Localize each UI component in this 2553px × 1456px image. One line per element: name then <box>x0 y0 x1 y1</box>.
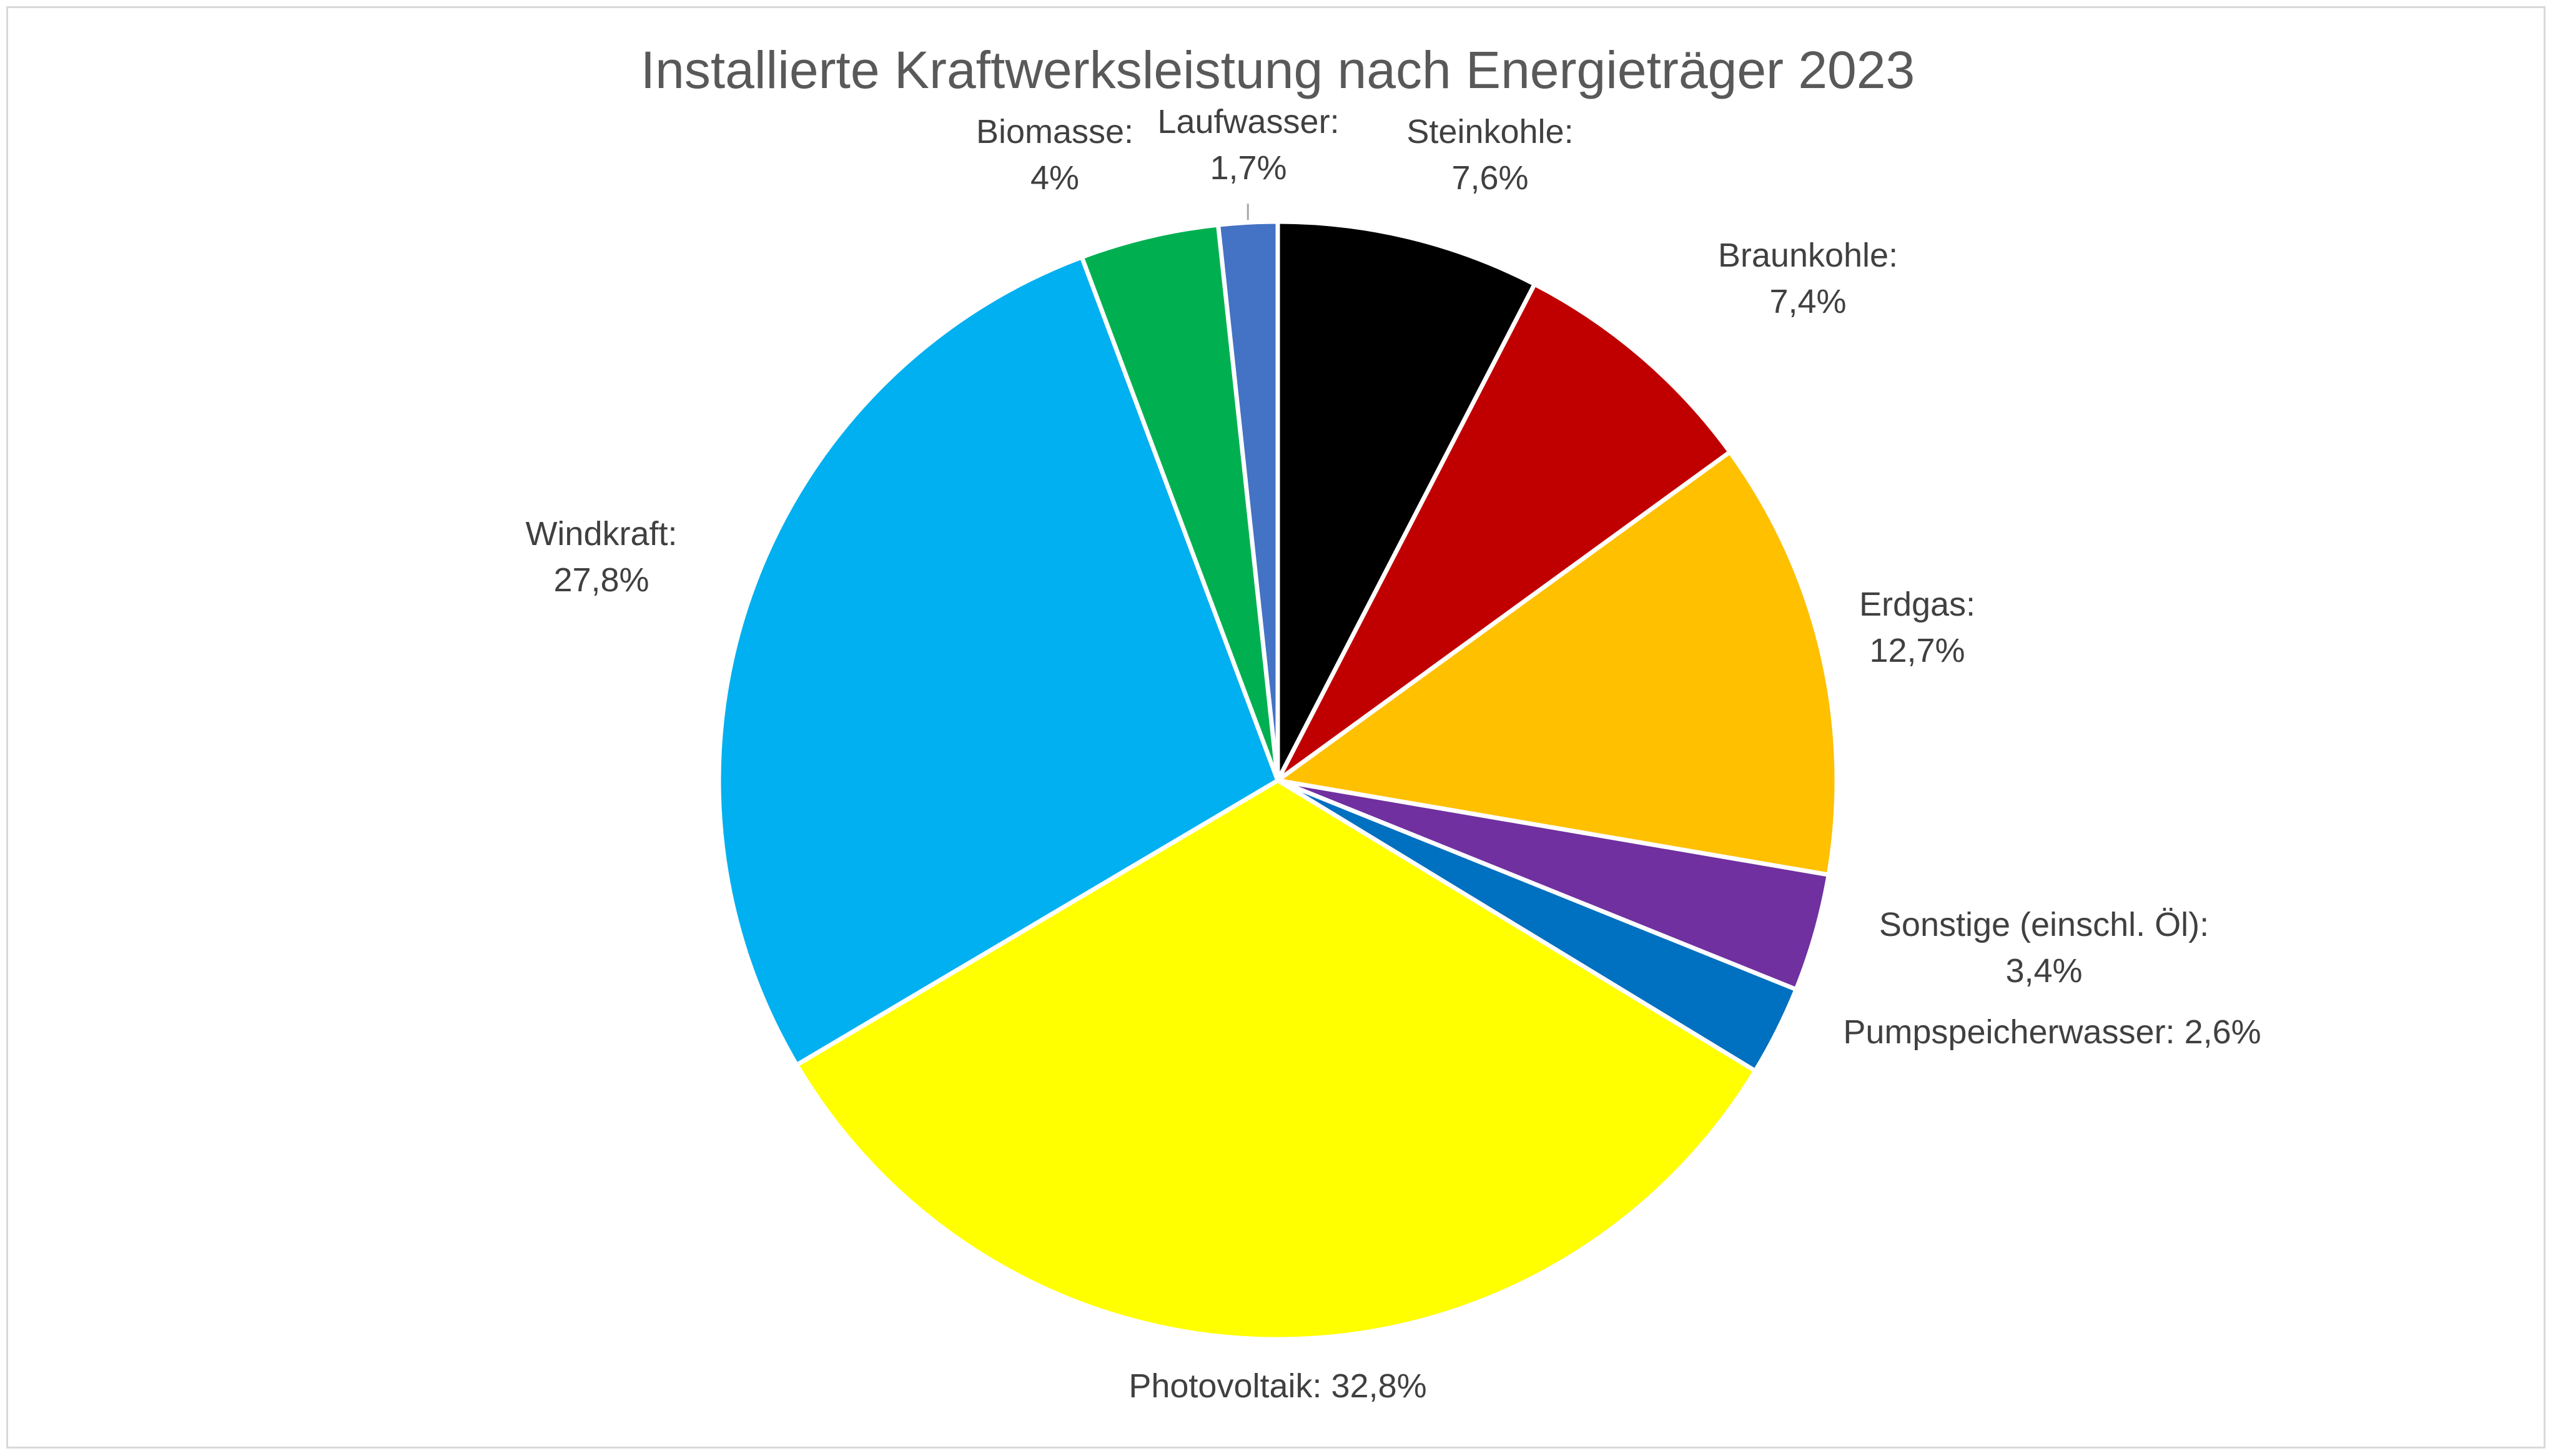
data-label-pumpspeicherwasser: Pumpspeicherwasser: 2,6% <box>1843 1013 2261 1051</box>
data-label-value: 12,7% <box>1869 632 1965 669</box>
pie-slice-laufwasser <box>1216 219 1280 783</box>
data-label-laufwasser: Laufwasser: 1,7% <box>1157 103 1339 187</box>
data-label-name: Pumpspeicherwasser: 2,6% <box>1843 1013 2261 1051</box>
data-label-sonstige-einschl-öl: Sonstige (einschl. Öl): 3,4% <box>1879 906 2209 990</box>
data-label-name: Steinkohle: <box>1406 113 1573 150</box>
data-label-name: Erdgas: <box>1859 586 1975 623</box>
data-label-name: Windkraft: <box>525 515 677 553</box>
pie-slice-windkraft <box>716 255 1280 1068</box>
data-label-biomasse: Biomasse: 4% <box>976 113 1133 197</box>
data-label-value: 7,4% <box>1769 283 1846 320</box>
pie-slice-steinkohle <box>1275 219 1537 783</box>
pie-slices <box>716 219 1839 1342</box>
chart-title: Installierte Kraftwerksleistung nach Ene… <box>641 41 1915 99</box>
data-label-value: 4% <box>1030 159 1079 197</box>
data-label-value: 27,8% <box>553 561 649 599</box>
pie-slice-biomasse <box>1079 222 1280 783</box>
data-label-windkraft: Windkraft: 27,8% <box>525 515 677 599</box>
chart-area: Installierte Kraftwerksleistung nach Ene… <box>6 6 2546 1449</box>
data-label-name: Laufwasser: <box>1157 103 1339 140</box>
data-label-erdgas: Erdgas: 12,7% <box>1859 586 1975 669</box>
data-label-name: Braunkohle: <box>1718 237 1898 274</box>
data-label-value: 3,4% <box>2005 952 2082 990</box>
data-label-value: 1,7% <box>1210 149 1286 187</box>
pie-slice-photovoltaik <box>794 778 1758 1342</box>
pie-slice-braunkohle <box>1275 282 1732 783</box>
pie-slice-erdgas <box>1275 450 1839 877</box>
data-labels: Steinkohle: 7,6% Braunkohle: 7,4% Erdgas: 12,… <box>525 103 2261 1405</box>
data-label-value: 7,6% <box>1451 159 1528 197</box>
pie-chart: Installierte Kraftwerksleistung nach Ene… <box>525 41 2261 1405</box>
data-label-name: Biomasse: <box>976 113 1133 150</box>
data-label-photovoltaik: Photovoltaik: 32,8% <box>1128 1367 1426 1405</box>
data-label-name: Sonstige (einschl. Öl): <box>1879 906 2209 943</box>
data-label-name: Photovoltaik: 32,8% <box>1128 1367 1426 1405</box>
data-label-steinkohle: Steinkohle: 7,6% <box>1406 113 1573 197</box>
data-label-braunkohle: Braunkohle: 7,4% <box>1718 237 1898 320</box>
